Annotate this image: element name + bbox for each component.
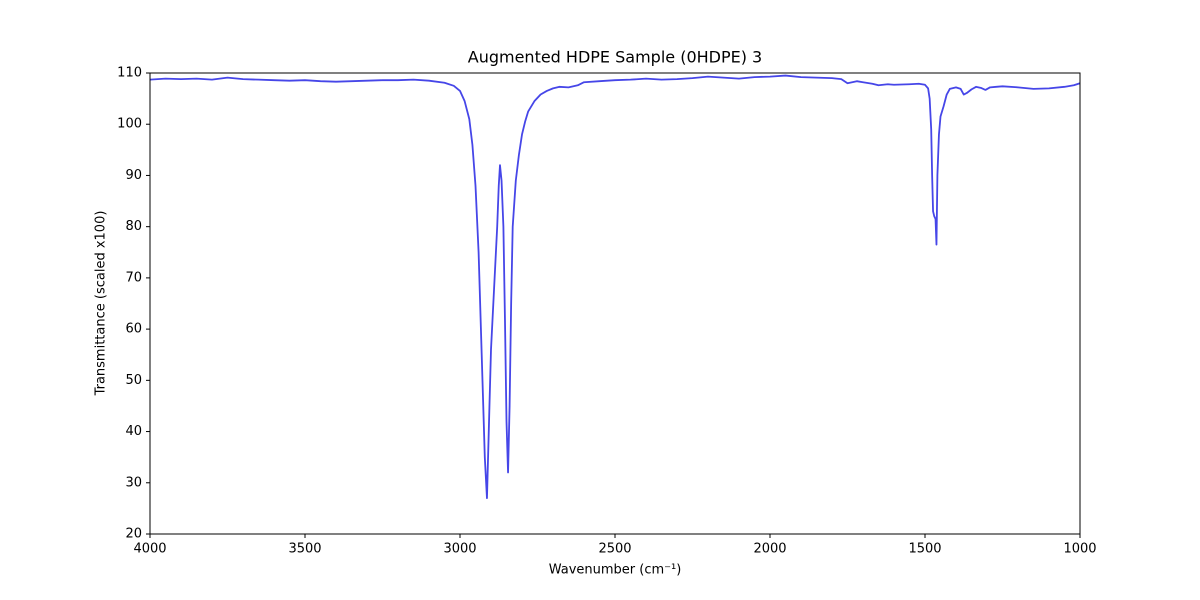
x-tick-label: 1000 [1063,542,1096,557]
x-tick-label: 4000 [133,542,166,557]
chart-title: Augmented HDPE Sample (0HDPE) 3 [468,48,762,67]
plot-frame [149,72,1081,535]
y-tick-label: 20 [125,527,142,542]
y-tick-label: 30 [125,475,142,490]
x-tick-label: 3500 [288,542,321,557]
x-tick-label: 1500 [908,542,941,557]
y-tick-label: 80 [125,219,142,234]
y-axis-label: Transmittance (scaled x100) [94,211,109,397]
data-line [149,74,1081,500]
y-tick-label: 90 [125,168,142,183]
x-tick-label: 3000 [443,542,476,557]
y-tick-label: 50 [125,373,142,388]
x-tick-label: 2000 [753,542,786,557]
y-tick-label: 70 [125,270,142,285]
y-tick-label: 110 [117,66,142,81]
y-tick-label: 60 [125,322,142,337]
y-tick-label: 100 [117,117,142,132]
x-axis-label: Wavenumber (cm⁻¹) [549,563,682,578]
x-tick-label: 2500 [598,542,631,557]
y-tick-label: 40 [125,424,142,439]
